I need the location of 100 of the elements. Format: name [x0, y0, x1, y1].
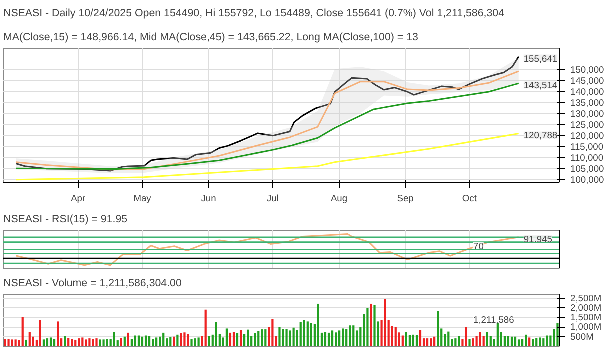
bar — [106, 339, 108, 346]
bar — [159, 336, 162, 346]
bar — [127, 332, 130, 346]
bar — [546, 336, 548, 346]
bar — [50, 338, 52, 346]
y-tick-label: 2,500M — [570, 293, 602, 304]
bar — [85, 340, 88, 346]
chart-title: NSEASI - Volume = 1,211,586,304.00 — [4, 278, 182, 290]
bar — [310, 323, 312, 346]
bar — [8, 339, 10, 346]
bar — [4, 339, 6, 346]
bar — [134, 336, 137, 346]
bar — [514, 336, 517, 346]
bar — [208, 336, 210, 346]
bar — [289, 330, 292, 346]
bar — [180, 334, 182, 346]
bar — [120, 338, 122, 346]
bar — [384, 299, 386, 346]
bar — [286, 328, 288, 346]
y-tick-label: 100,000 — [570, 175, 604, 186]
line-series — [16, 132, 520, 181]
bar — [254, 334, 256, 346]
bar — [402, 336, 404, 346]
bar — [46, 338, 49, 346]
y-tick-label: 120,000 — [570, 130, 604, 141]
y-tick-label: 110,000 — [570, 153, 604, 164]
annotation: 91.945 — [524, 234, 552, 244]
bar — [349, 326, 352, 346]
bar — [138, 336, 140, 346]
bar — [96, 338, 98, 346]
bar — [156, 338, 158, 346]
bar — [247, 330, 250, 346]
bar — [152, 339, 154, 346]
bar — [99, 340, 102, 346]
bar — [215, 322, 218, 346]
bar — [190, 339, 193, 346]
bar — [148, 336, 151, 346]
bar — [130, 339, 133, 346]
x-tick-label: Sep — [397, 194, 414, 204]
bar — [229, 332, 232, 346]
bar — [25, 340, 28, 346]
y-tick-label: 115,000 — [570, 142, 604, 152]
bar — [366, 308, 369, 346]
bar — [490, 336, 492, 346]
bar — [486, 332, 488, 346]
bar — [346, 329, 348, 346]
bar — [426, 338, 429, 346]
bar — [556, 323, 559, 346]
bar — [454, 338, 457, 346]
chart-title: NSEASI - Daily 10/24/2025 Open 154490, Hi 155792, Lo 154489, Close 155641 (0.7%) Vol 1,211,586,304 — [4, 8, 505, 20]
x-tick-label: May — [134, 194, 152, 204]
y-tick-label: 140,000 — [570, 86, 604, 97]
bar — [113, 332, 116, 346]
bar — [479, 332, 482, 346]
bar — [468, 339, 471, 346]
bar — [539, 338, 542, 346]
bar — [472, 338, 474, 346]
x-tick-label: Jun — [201, 194, 216, 204]
x-tick-label: Jul — [266, 194, 279, 204]
y-tick-label: 130,000 — [570, 108, 604, 119]
bar — [198, 338, 200, 346]
bar — [536, 338, 538, 346]
chart-subtitle: MA(Close,15) = 148,966.14, Mid MA(Close,45) = 143,665.22, Long MA(Close,100) = 13 — [4, 32, 419, 44]
bar — [14, 340, 17, 346]
bar — [68, 338, 70, 346]
bar — [306, 322, 309, 346]
bar — [78, 338, 80, 346]
bar — [243, 334, 246, 346]
bar — [170, 337, 172, 346]
bar — [236, 334, 239, 346]
annotation: 120,788 — [524, 130, 558, 141]
bar — [338, 330, 341, 346]
bar — [144, 336, 148, 346]
bar — [194, 338, 196, 346]
bar — [317, 304, 320, 346]
bar — [394, 327, 397, 346]
bar — [240, 330, 242, 346]
y-tick-label: 2,000M — [570, 302, 602, 313]
bar — [226, 328, 228, 346]
bar — [292, 328, 295, 346]
bar — [430, 338, 432, 346]
bar — [510, 336, 514, 346]
bar — [272, 319, 274, 346]
bar — [22, 317, 24, 346]
bar — [434, 336, 436, 346]
bar — [303, 320, 306, 346]
chart-title: NSEASI - RSI(15) = 91.95 — [4, 214, 128, 226]
y-tick-label: 500M — [570, 332, 594, 342]
bar — [176, 334, 179, 346]
bar — [324, 332, 327, 346]
y-tick-label: 1,000M — [570, 322, 602, 332]
bar — [342, 328, 344, 346]
bar — [542, 338, 545, 346]
bar — [352, 326, 355, 346]
y-tick-label: 150,000 — [570, 64, 604, 75]
bar — [92, 339, 94, 346]
bar — [187, 334, 190, 346]
bar — [258, 331, 260, 346]
bar — [64, 336, 66, 346]
bar — [448, 332, 450, 346]
